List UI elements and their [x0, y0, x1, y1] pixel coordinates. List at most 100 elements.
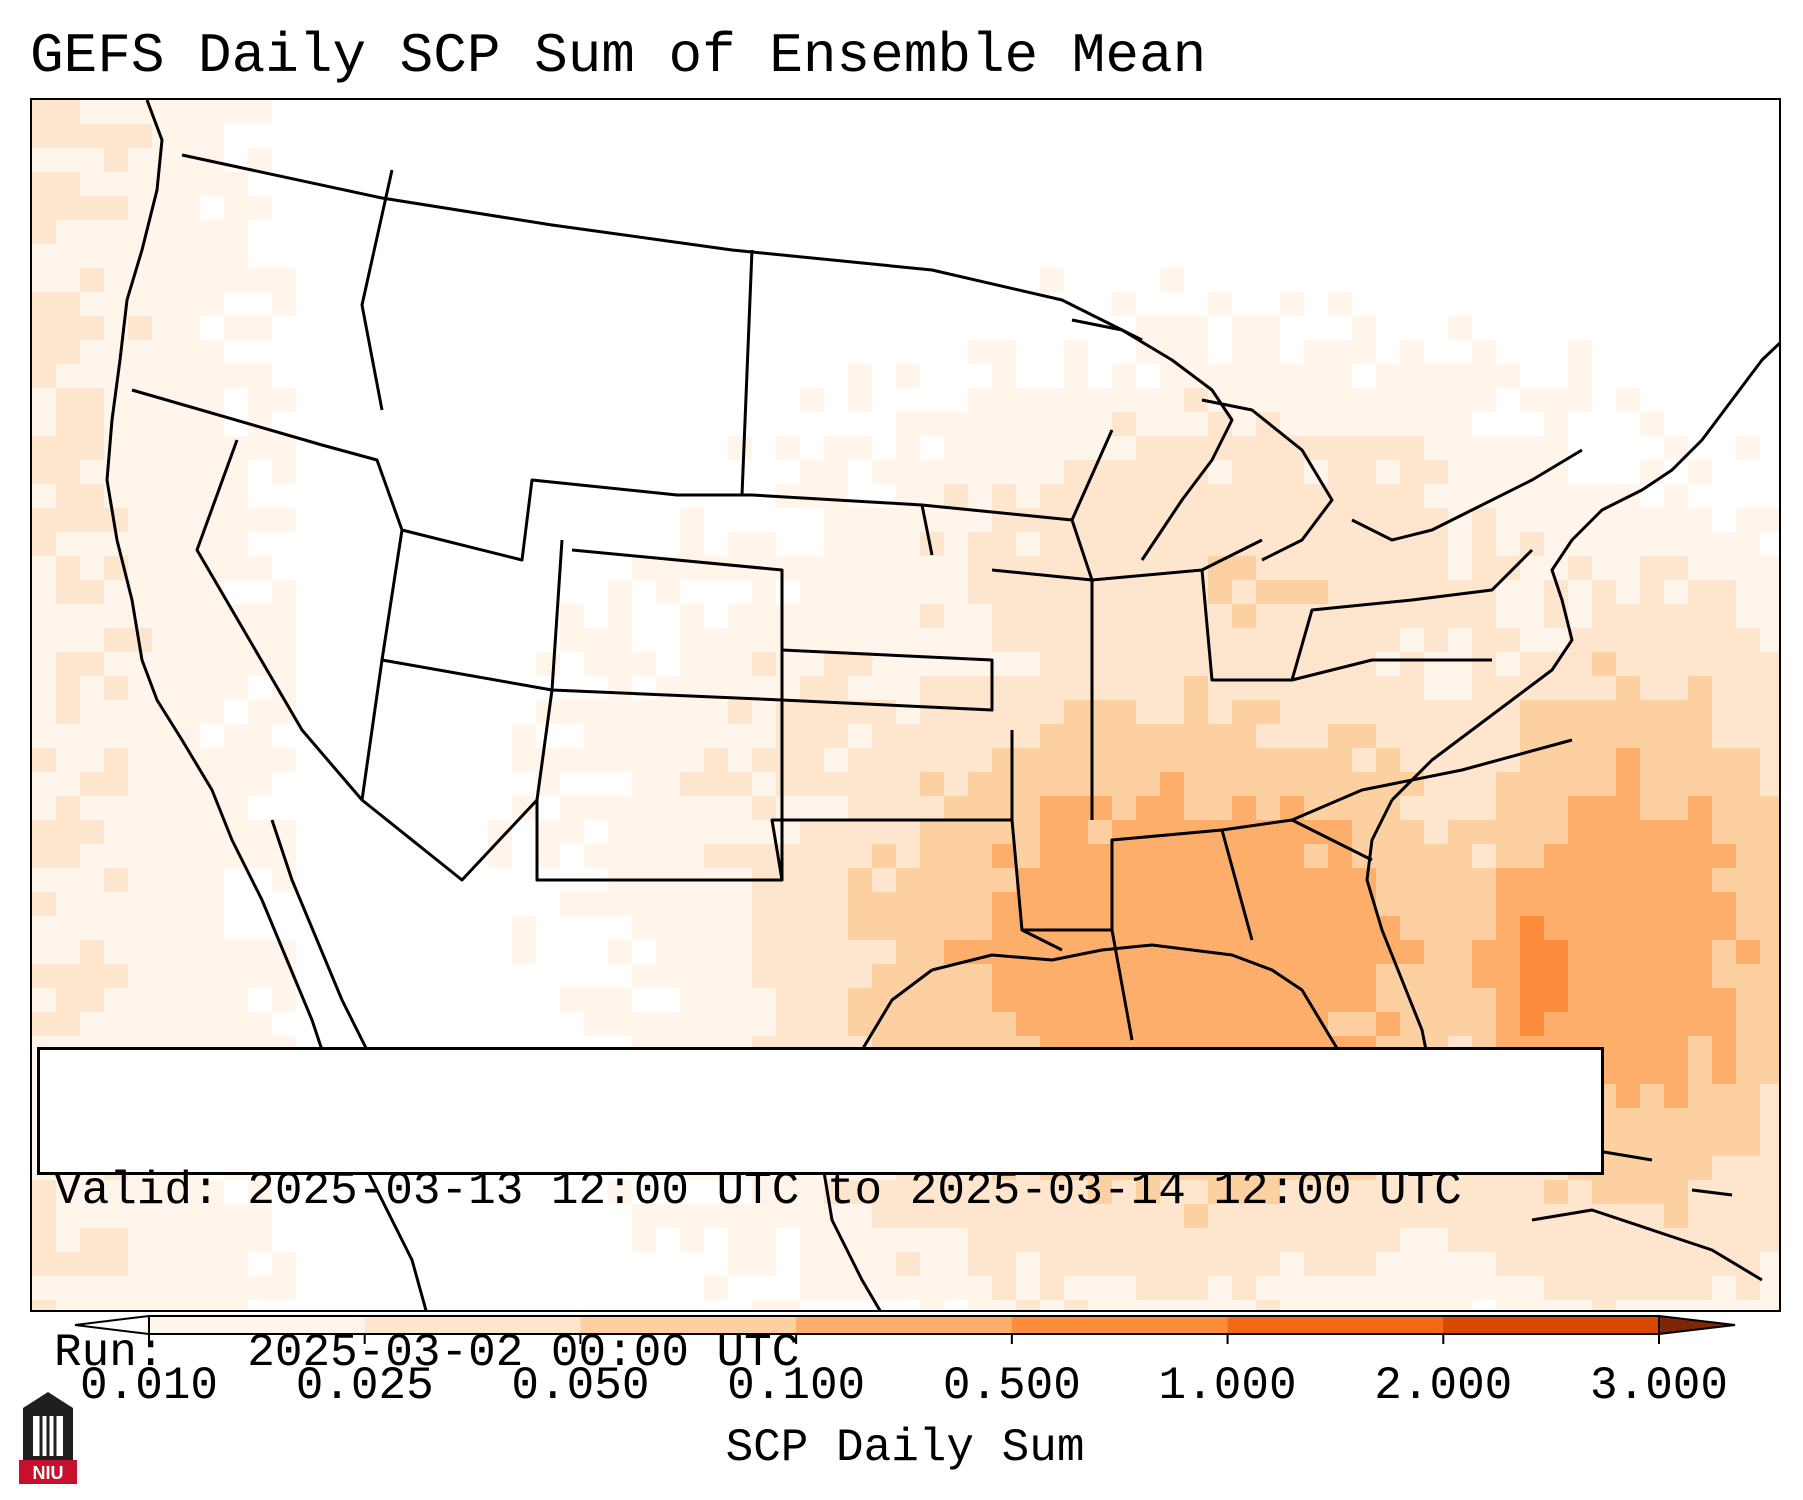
scp-cell [704, 628, 728, 652]
scp-cell [848, 772, 872, 796]
scp-cell [128, 196, 152, 220]
scp-cell [1688, 1300, 1712, 1310]
scp-cell [968, 796, 992, 820]
scp-cell [152, 796, 176, 820]
scp-cell [1040, 1180, 1064, 1204]
scp-cell [656, 748, 680, 772]
scp-cell [104, 724, 128, 748]
scp-cell [1472, 940, 1496, 964]
scp-cell [992, 1300, 1016, 1310]
great-lakes [1071, 318, 1583, 562]
scp-cell [824, 748, 848, 772]
scp-cell [1736, 892, 1760, 916]
scp-cell [1520, 916, 1544, 940]
scp-cell [824, 892, 848, 916]
scp-cell [1616, 1012, 1640, 1036]
scp-cell [152, 820, 176, 844]
scp-cell [704, 796, 728, 820]
scp-cell [104, 244, 128, 268]
scp-cell [1664, 1132, 1688, 1156]
scp-cell [152, 292, 176, 316]
scp-cell [728, 532, 752, 556]
scp-cell [1424, 1300, 1448, 1310]
scp-cell [176, 556, 200, 580]
scp-cell [1424, 1252, 1448, 1276]
scp-cell [128, 316, 152, 340]
scp-cell [1208, 1228, 1232, 1252]
colorbar-segment [364, 1316, 581, 1334]
scp-cell [1448, 628, 1472, 652]
scp-cell [176, 652, 200, 676]
scp-cell [1088, 1180, 1112, 1204]
scp-cell [680, 628, 704, 652]
scp-cell [248, 940, 272, 964]
scp-cell [1376, 676, 1400, 700]
scp-cell [872, 556, 896, 580]
scp-cell [896, 700, 920, 724]
scp-cell [128, 1204, 152, 1228]
scp-cell [1496, 1276, 1520, 1300]
scp-cell [1376, 412, 1400, 436]
scp-cell [1592, 748, 1616, 772]
scp-cell [32, 652, 56, 676]
scp-cell [176, 1228, 200, 1252]
scp-cell [1160, 676, 1184, 700]
scp-cell [1232, 748, 1256, 772]
scp-cell [824, 460, 848, 484]
scp-cell [1400, 868, 1424, 892]
scp-cell [848, 532, 872, 556]
scp-cell [1040, 676, 1064, 700]
scp-cell [1064, 412, 1088, 436]
scp-cell [752, 940, 776, 964]
scp-cell [1568, 1180, 1592, 1204]
scp-cell [1040, 388, 1064, 412]
scp-cell [848, 508, 872, 532]
scp-cell [1448, 892, 1472, 916]
scp-cell [104, 604, 128, 628]
scp-cell [704, 940, 728, 964]
scp-cell [1568, 940, 1592, 964]
scp-cell [1616, 1132, 1640, 1156]
scp-cell [1256, 388, 1280, 412]
scp-cell [1544, 844, 1568, 868]
scp-cell [896, 532, 920, 556]
scp-cell [752, 1252, 776, 1276]
scp-cell [1112, 388, 1136, 412]
scp-cell [608, 988, 632, 1012]
scp-cell [1328, 436, 1352, 460]
scp-cell [1328, 1180, 1352, 1204]
scp-cell [1712, 1204, 1736, 1228]
scp-cell [1352, 724, 1376, 748]
scp-cell [968, 700, 992, 724]
scp-cell [56, 604, 80, 628]
scp-cell [1448, 1204, 1472, 1228]
scp-cell [200, 172, 224, 196]
scp-cell [128, 1300, 152, 1310]
scp-cell [248, 700, 272, 724]
scp-cell [920, 700, 944, 724]
scp-cell [56, 1276, 80, 1300]
scp-cell [848, 676, 872, 700]
scp-cell [1184, 1276, 1208, 1300]
scp-cell [1040, 772, 1064, 796]
scp-cell [32, 748, 56, 772]
scp-cell [1400, 364, 1424, 388]
scp-cell [1688, 844, 1712, 868]
scp-cell [1280, 556, 1304, 580]
scp-cell [80, 148, 104, 172]
scp-cell [800, 580, 824, 604]
scp-cell [776, 628, 800, 652]
scp-cell [200, 1300, 224, 1310]
scp-cell [992, 556, 1016, 580]
scp-cell [776, 676, 800, 700]
scp-cell [632, 1204, 656, 1228]
scp-cell [992, 652, 1016, 676]
scp-cell [704, 820, 728, 844]
scp-cell [1664, 1060, 1688, 1084]
scp-cell [512, 940, 536, 964]
scp-cell [944, 1228, 968, 1252]
scp-cell [680, 796, 704, 820]
scp-cell [1280, 892, 1304, 916]
scp-cell [632, 724, 656, 748]
scp-cell [1280, 364, 1304, 388]
